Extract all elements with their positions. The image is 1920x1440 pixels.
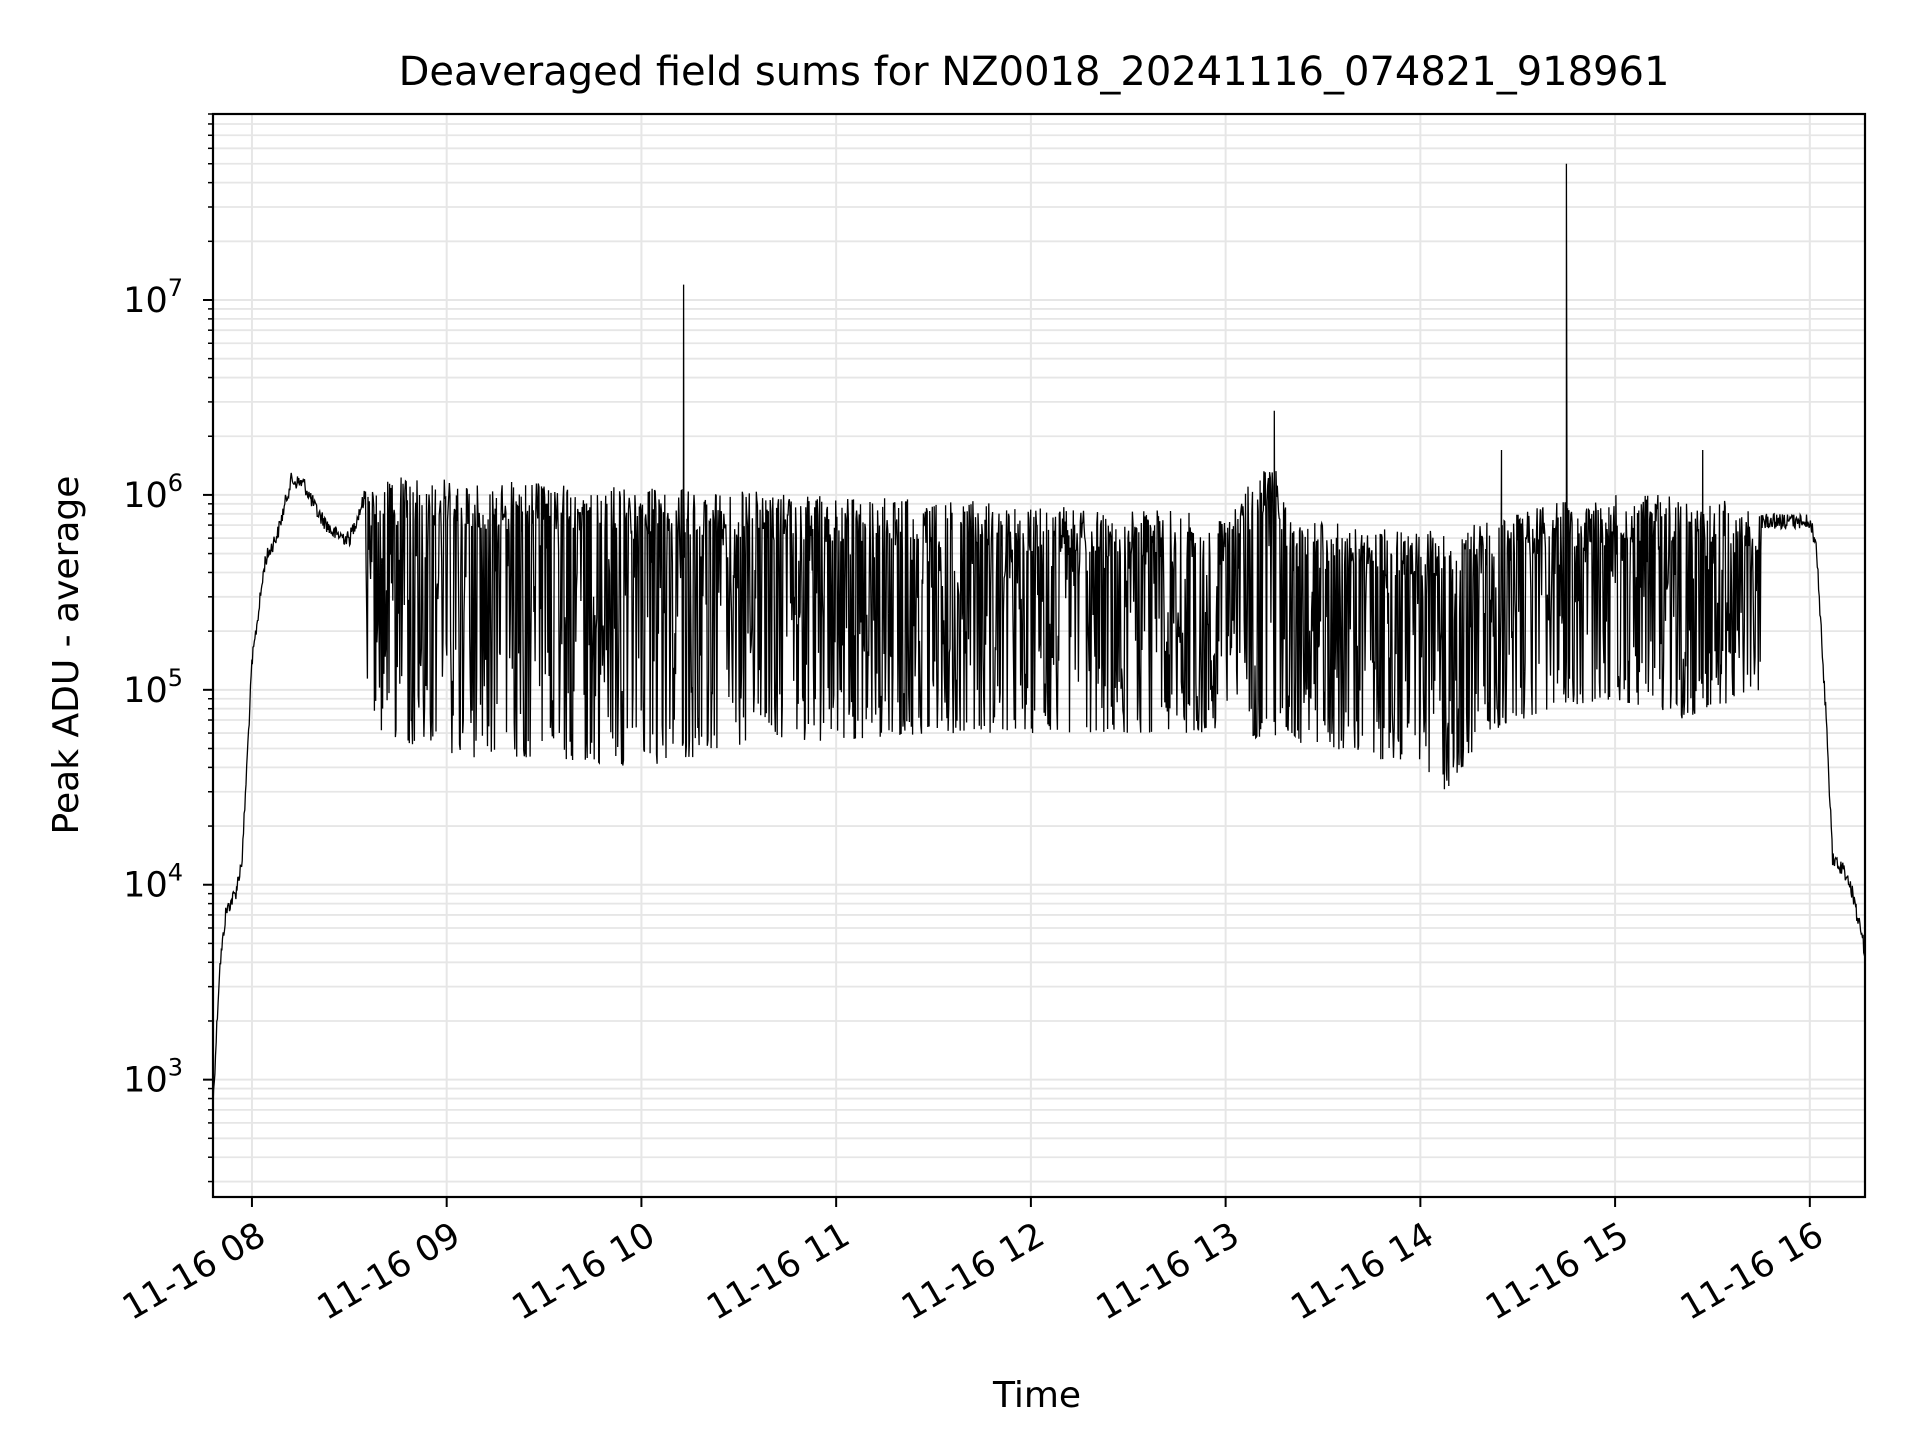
y-tick-label: 107: [123, 274, 183, 321]
y-axis-label: Peak ADU - average: [46, 476, 87, 835]
y-tick-label: 105: [123, 664, 183, 711]
chart-title: Deaveraged field sums for NZ0018_2024111…: [399, 49, 1670, 95]
y-tick-label: 104: [123, 859, 183, 906]
grid: [213, 113, 1865, 1197]
y-tick-label: 103: [123, 1054, 183, 1101]
series-line: [212, 163, 1866, 1109]
plot-area: [212, 163, 1866, 1109]
y-tick-label: 106: [123, 469, 183, 516]
plot-frame: [211, 112, 1867, 1199]
x-axis-label: Time: [992, 1375, 1081, 1416]
y-axis: 103 104 105 106 107: [123, 113, 213, 1183]
